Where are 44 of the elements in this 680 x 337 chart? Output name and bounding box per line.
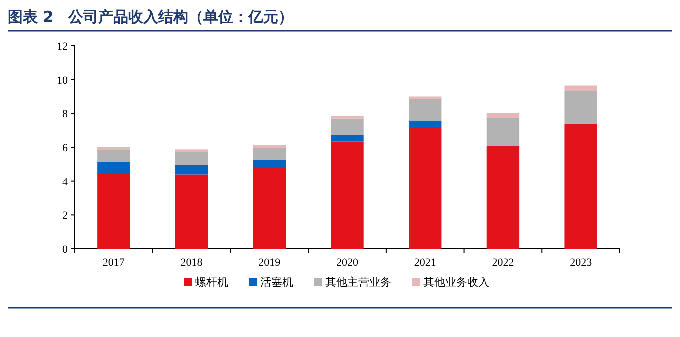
x-tick-label: 2022 <box>492 257 514 269</box>
x-tick-label: 2018 <box>180 257 204 269</box>
x-tick-label: 2021 <box>414 257 436 269</box>
x-tick-label: 2019 <box>258 257 282 269</box>
bar <box>409 99 442 121</box>
bar <box>331 135 364 142</box>
y-tick-label: 2 <box>62 210 68 222</box>
legend-label: 其他业务收入 <box>424 276 490 289</box>
bar <box>253 168 286 249</box>
y-tick-label: 12 <box>57 41 68 53</box>
y-tick-label: 4 <box>62 176 68 188</box>
bar <box>253 148 286 160</box>
x-tick-label: 2023 <box>570 257 593 269</box>
bar <box>331 116 364 119</box>
bar <box>253 145 286 148</box>
y-tick-label: 0 <box>62 244 68 256</box>
bar <box>175 152 208 166</box>
bar <box>175 150 208 152</box>
legend-label: 螺杆机 <box>196 276 228 289</box>
y-tick-label: 8 <box>62 108 68 121</box>
legend-label: 活塞机 <box>260 276 294 289</box>
y-tick-label: 6 <box>62 142 68 154</box>
bar <box>98 173 130 249</box>
bar <box>409 127 442 249</box>
bar <box>98 150 130 162</box>
y-tick-label: 10 <box>57 74 68 87</box>
legend-label: 其他主营业务 <box>326 276 392 289</box>
bar <box>253 160 286 168</box>
bar <box>564 124 598 249</box>
x-tick-label: 2017 <box>102 257 126 269</box>
bar <box>331 118 364 136</box>
chart-title: 图表 2 公司产品收入结构（单位：亿元） <box>8 8 294 26</box>
bar <box>486 146 520 249</box>
x-tick-label: 2020 <box>336 257 359 269</box>
bar <box>486 118 520 146</box>
bar <box>175 165 208 175</box>
bar <box>98 162 130 174</box>
bar <box>98 148 130 150</box>
bar <box>175 174 208 249</box>
bar <box>486 113 520 118</box>
bar <box>564 92 598 124</box>
bar <box>331 142 364 249</box>
bar <box>409 120 442 128</box>
bar <box>564 86 598 92</box>
